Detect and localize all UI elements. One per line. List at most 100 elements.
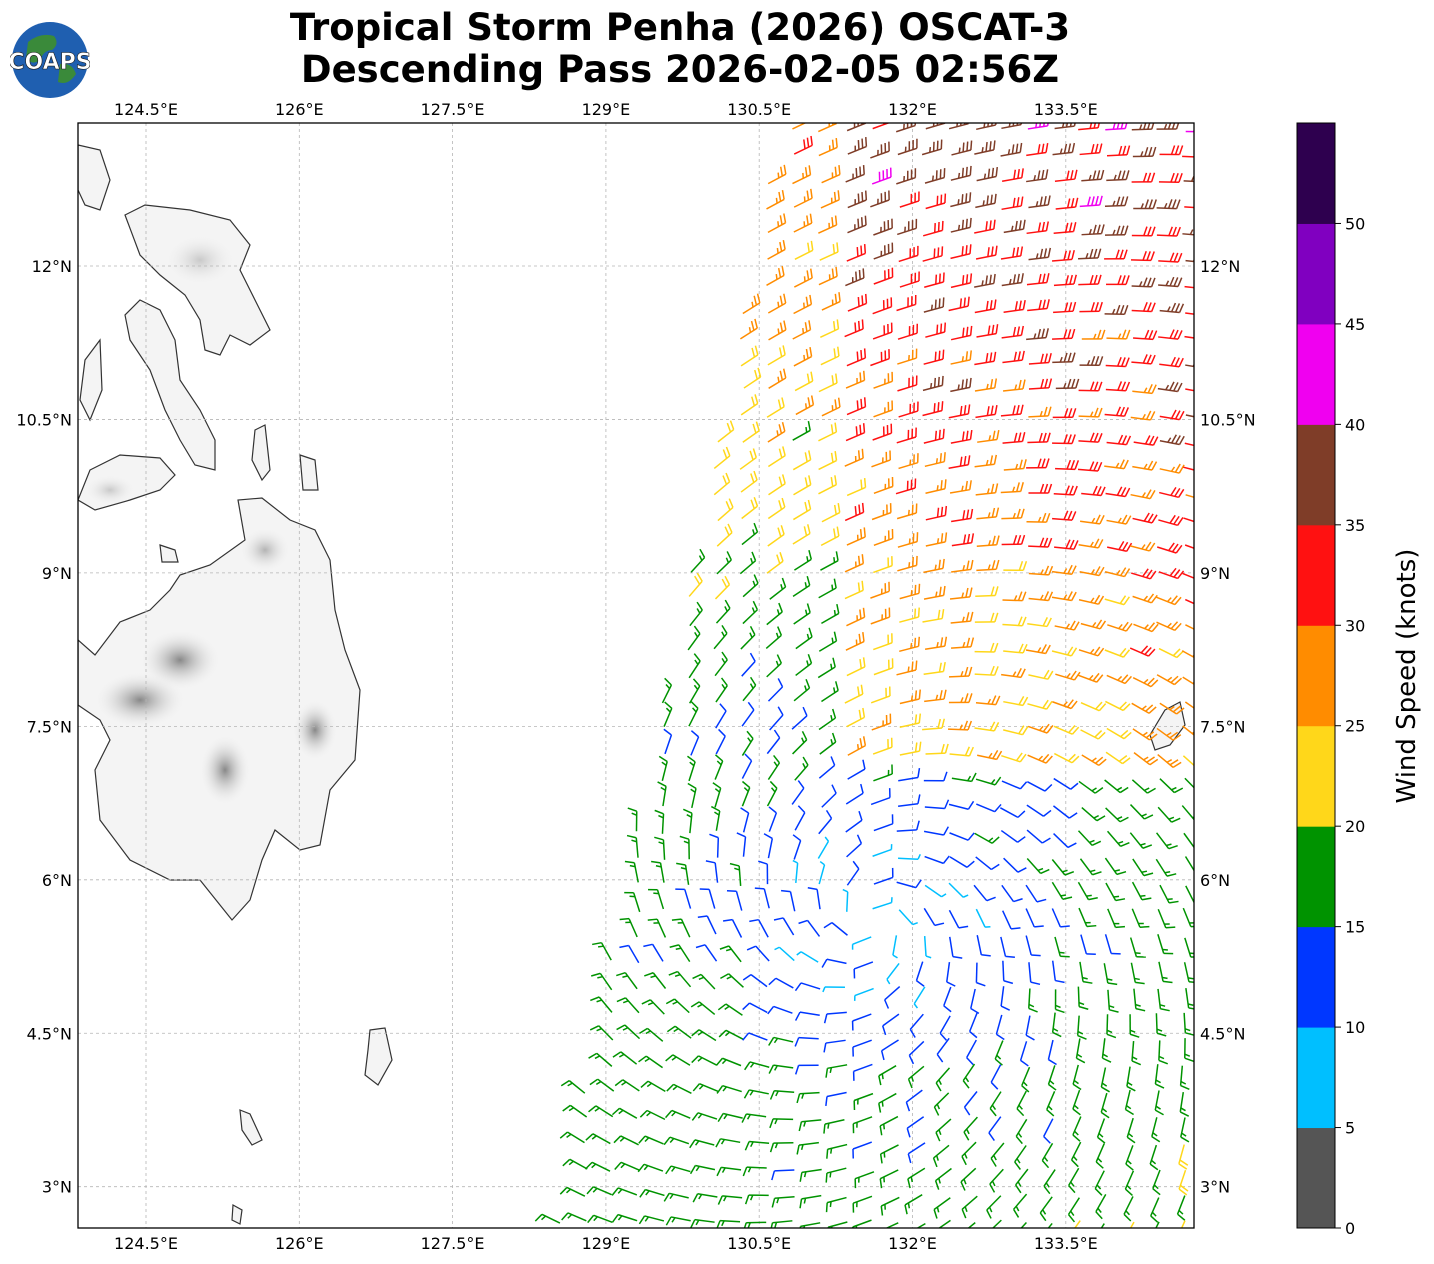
wind-barb <box>916 1222 926 1228</box>
wind-barb <box>590 972 613 991</box>
wind-barb <box>898 767 921 782</box>
wind-barb <box>852 1141 873 1159</box>
wind-barb <box>1180 1220 1186 1228</box>
latitude-labels-left: 12°N 10.5°N 9°N 7.5°N 6°N 4.5°N 3°N <box>16 257 72 1197</box>
wind-barb <box>1053 301 1077 314</box>
wind-barb <box>963 1091 978 1116</box>
wind-barb <box>948 909 969 929</box>
wind-barb <box>691 1112 718 1121</box>
wind-barb <box>1185 624 1194 630</box>
wind-barb <box>1155 832 1178 850</box>
wind-barb <box>880 1196 900 1216</box>
wind-barb <box>1067 1197 1080 1223</box>
wind-barb <box>990 1064 1002 1090</box>
wind-barb <box>899 191 920 208</box>
wind-barb <box>899 689 921 705</box>
wind-barb <box>950 611 974 624</box>
wind-barb <box>1078 538 1104 549</box>
lat-label-right: 6°N <box>1200 871 1230 890</box>
wind-barb <box>1158 567 1185 580</box>
wind-barb <box>1055 378 1080 390</box>
wind-barb <box>644 972 667 989</box>
wind-barb <box>950 273 973 289</box>
wind-barb <box>773 917 795 936</box>
wind-barb <box>718 1029 745 1041</box>
wind-barb <box>870 607 891 625</box>
wind-barb <box>1106 1014 1117 1039</box>
wind-barb <box>1041 1142 1054 1169</box>
small-island-1 <box>79 338 103 422</box>
wind-barb <box>897 555 918 572</box>
chart-title-line-1: Tropical Storm Penha (2026) OSCAT-3 <box>289 6 1071 49</box>
wind-barb <box>1053 777 1079 790</box>
wind-barb <box>614 1079 640 1092</box>
wind-barb <box>1159 409 1185 421</box>
wind-barb <box>699 888 716 909</box>
wind-barb <box>899 636 921 653</box>
wind-barb <box>1106 145 1131 157</box>
mindanao-island <box>78 497 361 921</box>
lat-label-right: 4.5°N <box>1200 1024 1245 1043</box>
wind-barb <box>1185 388 1194 392</box>
wind-barb <box>818 266 838 286</box>
wind-barb <box>1184 598 1194 605</box>
wind-barb <box>794 240 814 260</box>
wind-barb <box>1053 222 1077 234</box>
wind-barb <box>665 1216 691 1226</box>
wind-barb <box>1132 593 1158 604</box>
wind-barb <box>741 730 754 756</box>
colorbar-tick-label: 30 <box>1345 616 1365 635</box>
wind-barb <box>1001 780 1028 790</box>
wind-barb <box>1001 534 1026 546</box>
wind-barb <box>907 1142 926 1164</box>
wind-barb <box>1001 196 1024 211</box>
wind-barb <box>1077 672 1104 683</box>
wind-barb <box>974 140 996 155</box>
wind-barb <box>768 1036 794 1046</box>
wind-barb <box>922 220 944 237</box>
wind-barb <box>821 503 841 523</box>
wind-barb <box>637 1163 664 1173</box>
wind-barb <box>923 428 945 444</box>
wind-barb <box>1028 591 1054 602</box>
lat-label-right: 12°N <box>1200 257 1240 276</box>
wind-barb <box>975 193 997 209</box>
wind-barb <box>1028 988 1038 1013</box>
wind-barb <box>798 1119 822 1132</box>
wind-barb <box>1001 273 1024 287</box>
wind-barb <box>766 780 778 807</box>
wind-barb <box>1026 142 1049 157</box>
wind-barb <box>897 348 918 365</box>
wind-barb <box>961 1141 977 1166</box>
wind-barb <box>948 800 975 811</box>
wind-barb <box>846 607 866 627</box>
wind-barb <box>796 1091 820 1104</box>
wind-barb <box>717 420 735 443</box>
wind-barb <box>1014 1145 1027 1170</box>
wind-barb <box>871 450 892 468</box>
wind-barb <box>851 936 872 950</box>
wind-barb <box>970 988 980 1015</box>
wind-barb <box>872 123 891 130</box>
wind-barb <box>923 826 950 836</box>
wind-barb <box>872 897 893 910</box>
wind-barb <box>976 935 991 957</box>
wind-barb <box>923 936 932 959</box>
wind-barb <box>663 1192 689 1202</box>
wind-barb <box>1130 410 1156 421</box>
wind-barb <box>742 1166 767 1177</box>
wind-barb <box>690 1001 716 1015</box>
wind-barb <box>823 1011 847 1024</box>
wind-barb <box>847 137 868 155</box>
wind-barb <box>1079 195 1103 208</box>
wind-barb <box>1055 459 1080 471</box>
wind-barb <box>872 737 893 755</box>
wind-barb <box>793 188 813 208</box>
wind-barb <box>640 1080 666 1092</box>
wind-barb <box>588 1052 613 1067</box>
wind-barb <box>1124 1170 1135 1196</box>
wind-barb <box>963 1116 978 1141</box>
wind-barb <box>822 986 845 993</box>
wind-barb <box>1133 751 1159 766</box>
wind-barb <box>924 855 950 865</box>
